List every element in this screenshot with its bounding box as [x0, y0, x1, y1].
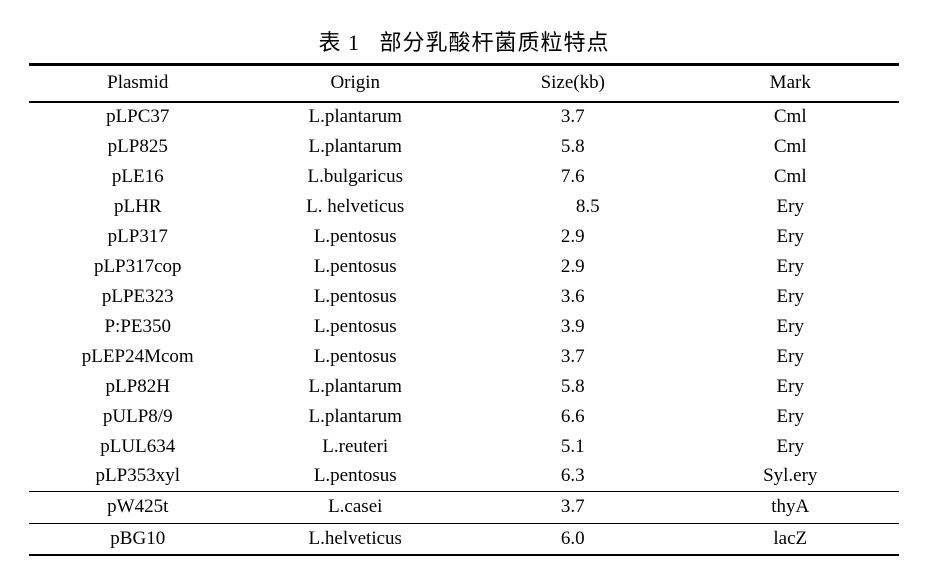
table-cell: 5.8	[560, 135, 585, 157]
table-cell: 7.6	[560, 165, 585, 187]
table-cell: 6.6	[560, 405, 585, 427]
table-cell: L.plantarum	[308, 405, 402, 427]
table-row: pLP317 L.pentosus 2.9 Ery	[29, 222, 899, 252]
table-cell: 3.7	[560, 106, 585, 127]
table-body-footer: pW425t L.casei 3.7 thyA pBG10 L.helveticus 6.0…	[29, 491, 899, 555]
column-header-origin: Origin	[246, 64, 464, 103]
table-cell: 3.7	[560, 345, 585, 367]
table-cell: Ery	[776, 195, 804, 217]
table-row: pULP8/9 L.plantarum 6.6 Ery	[29, 402, 899, 432]
column-header-mark: Mark	[681, 64, 899, 103]
table-cell: Ery	[776, 225, 804, 247]
table-cell: Ery	[776, 255, 804, 277]
table-cell: 5.8	[560, 375, 585, 397]
table-cell: pLPE323	[101, 285, 174, 307]
table-cell: Ery	[776, 405, 804, 427]
table-cell: L. helveticus	[306, 195, 405, 217]
table-cell: pULP8/9	[102, 405, 173, 427]
table-row: pLEP24Mcom L.pentosus 3.7 Ery	[29, 342, 899, 372]
table-row: pBG10 L.helveticus 6.0 lacZ	[29, 523, 899, 555]
table-row: pLP353xyl L.pentosus 6.3 Syl.ery	[29, 461, 899, 492]
table-cell: Cml	[773, 106, 807, 127]
table-row: pLUL634 L.reuteri 5.1 Ery	[29, 432, 899, 462]
table-cell: Ery	[776, 345, 804, 367]
table-cell: L.bulgaricus	[307, 165, 403, 187]
column-header-size: Size(kb)	[464, 64, 682, 103]
table-cell: pLEP24Mcom	[81, 345, 194, 367]
plasmid-table: Plasmid Origin Size(kb) Mark pLPC37 L.pla…	[29, 63, 899, 556]
table-cell: 2.9	[560, 225, 585, 247]
table-cell: L.helveticus	[308, 527, 402, 549]
table-row: pLHR L. helveticus 8.5 Ery	[29, 192, 899, 222]
table-cell: L.pentosus	[313, 255, 397, 277]
table-cell: pLP82H	[105, 375, 170, 397]
table-body-main: pLPC37 L.plantarum 3.7 Cml pLP825 L.plantarum…	[29, 102, 899, 492]
table-cell: L.pentosus	[313, 315, 397, 337]
table-cell: 8.5	[575, 195, 600, 217]
table-header: Plasmid Origin Size(kb) Mark	[29, 64, 899, 103]
table-cell: lacZ	[773, 527, 808, 549]
table-cell: pLP353xyl	[29, 461, 247, 492]
table-cell: P:PE350	[104, 315, 172, 337]
table-row: pW425t L.casei 3.7 thyA	[29, 491, 899, 524]
table-row: pLPC37 L.plantarum 3.7 Cml	[29, 102, 899, 132]
table-cell: Ery	[776, 315, 804, 337]
table-cell: L.plantarum	[308, 375, 402, 397]
table-caption: 表 1 部分乳酸杆菌质粒特点	[318, 30, 610, 55]
table-cell: 6.0	[560, 527, 585, 549]
table-cell: 3.7	[464, 491, 682, 524]
table-cell: L.casei	[246, 491, 464, 524]
table-cell: pLPC37	[106, 106, 170, 127]
table-cell: L.plantarum	[308, 135, 402, 157]
table-row: pLP317cop L.pentosus 2.9 Ery	[29, 252, 899, 282]
table-row: pLP825 L.plantarum 5.8 Cml	[29, 132, 899, 162]
table-cell: 3.6	[560, 285, 585, 307]
table-cell: Cml	[773, 135, 807, 157]
table-cell: L.plantarum	[308, 106, 402, 127]
table-row: pLP82H L.plantarum 5.8 Ery	[29, 372, 899, 402]
table-cell: pLP317cop	[93, 255, 182, 277]
table-cell: Cml	[773, 165, 807, 187]
header-row: Plasmid Origin Size(kb) Mark	[29, 64, 899, 103]
table-cell: pLP317	[107, 225, 168, 247]
table-cell: thyA	[681, 491, 899, 524]
table-cell: pBG10	[110, 527, 166, 549]
table-cell: L.pentosus	[313, 285, 397, 307]
table-cell: Ery	[776, 435, 804, 457]
table-cell: 5.1	[560, 435, 585, 457]
table-row: pLPE323 L.pentosus 3.6 Ery	[29, 282, 899, 312]
table-row: P:PE350 L.pentosus 3.9 Ery	[29, 312, 899, 342]
table-cell: pLHR	[114, 195, 162, 217]
table-cell: L.pentosus	[313, 225, 397, 247]
table-cell: Ery	[776, 285, 804, 307]
table-cell: pLUL634	[100, 435, 176, 457]
table-cell: 6.3	[464, 461, 682, 492]
table-cell: pLP825	[107, 135, 168, 157]
table-cell: pLE16	[111, 165, 164, 187]
table-cell: pW425t	[29, 491, 247, 524]
table-cell: 2.9	[560, 255, 585, 277]
table-cell: Syl.ery	[681, 461, 899, 492]
table-cell: L.pentosus	[313, 345, 397, 367]
table-cell: L.pentosus	[246, 461, 464, 492]
table-row: pLE16 L.bulgaricus 7.6 Cml	[29, 162, 899, 192]
table-cell: L.reuteri	[322, 435, 389, 457]
table-cell: 3.9	[560, 315, 585, 337]
column-header-plasmid: Plasmid	[29, 64, 247, 103]
table-cell: Ery	[776, 375, 804, 397]
